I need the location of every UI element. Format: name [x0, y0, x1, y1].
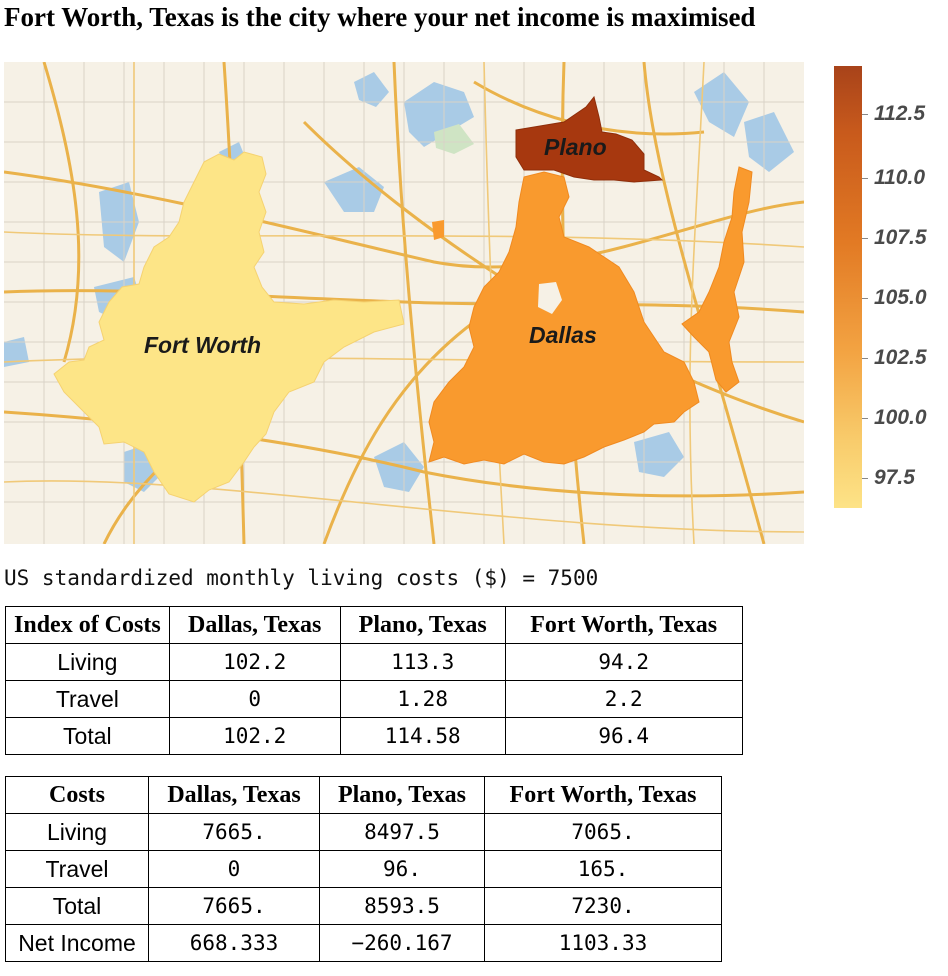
table-cell: −260.167 — [319, 924, 485, 962]
dallas-east-region — [681, 166, 753, 393]
row-label: Net Income — [5, 924, 149, 962]
column-header: Index of Costs — [5, 606, 170, 644]
table-cell: 7230. — [484, 887, 722, 925]
legend-tick — [862, 418, 868, 419]
dallas-lake — [538, 282, 562, 314]
table-cell: 8593.5 — [319, 887, 485, 925]
table-row: Living 102.2 113.3 94.2 — [5, 643, 743, 681]
table-cell: 102.2 — [168, 717, 341, 755]
dallas-region — [428, 171, 700, 465]
dallas-exclave — [432, 220, 444, 240]
plano-region — [515, 95, 664, 183]
table-cell: 7665. — [148, 887, 320, 925]
table-cell: 2.2 — [504, 680, 743, 718]
legend-tick — [862, 358, 868, 359]
map[interactable]: Fort Worth Dallas Plano — [4, 62, 804, 544]
column-header: Fort Worth, Texas — [504, 606, 743, 644]
legend-label: 102.5 — [874, 346, 927, 369]
table-header-row: Index of Costs Dallas, Texas Plano, Texa… — [5, 606, 743, 644]
column-header: Dallas, Texas — [168, 606, 341, 644]
legend-tick — [862, 298, 868, 299]
legend-label: 110.0 — [874, 166, 925, 189]
table-cell: 1103.33 — [484, 924, 722, 962]
color-legend: 112.5 110.0 107.5 105.0 102.5 100.0 97.5 — [834, 66, 944, 510]
table-cell: 102.2 — [168, 643, 341, 681]
table-cell: 0 — [148, 850, 320, 888]
legend-label: 112.5 — [874, 102, 925, 125]
column-header: Dallas, Texas — [148, 776, 320, 814]
column-header: Costs — [5, 776, 149, 814]
page-title: Fort Worth, Texas is the city where your… — [4, 2, 756, 32]
table-row: Total 7665. 8593.5 7230. — [5, 887, 722, 925]
table-cell: 7665. — [148, 813, 320, 851]
row-label: Living — [5, 813, 149, 851]
table-cell: 668.333 — [148, 924, 320, 962]
table-cell: 1.28 — [339, 680, 506, 718]
table-header-row: Costs Dallas, Texas Plano, Texas Fort Wo… — [5, 776, 722, 814]
map-canvas: Fort Worth Dallas Plano — [4, 62, 804, 544]
row-label: Travel — [5, 850, 149, 888]
table-cell: 8497.5 — [319, 813, 485, 851]
row-label: Total — [5, 717, 170, 755]
index-of-costs-table: Index of Costs Dallas, Texas Plano, Texa… — [5, 606, 743, 755]
table-row: Net Income 668.333 −260.167 1103.33 — [5, 924, 722, 962]
costs-table: Costs Dallas, Texas Plano, Texas Fort Wo… — [5, 776, 722, 962]
legend-tick — [862, 238, 868, 239]
fort-worth-region — [53, 151, 405, 503]
table-cell: 0 — [168, 680, 341, 718]
legend-label: 105.0 — [874, 286, 927, 309]
legend-label: 107.5 — [874, 226, 927, 249]
row-label: Travel — [5, 680, 170, 718]
table-row: Travel 0 1.28 2.2 — [5, 680, 743, 718]
legend-tick — [862, 114, 868, 115]
city-label-plano: Plano — [544, 134, 607, 160]
table-row: Travel 0 96. 165. — [5, 850, 722, 888]
city-label-fort-worth: Fort Worth — [144, 332, 261, 358]
legend-tick — [862, 478, 868, 479]
table-cell: 96. — [319, 850, 485, 888]
column-header: Fort Worth, Texas — [484, 776, 722, 814]
table-row: Living 7665. 8497.5 7065. — [5, 813, 722, 851]
legend-label: 97.5 — [874, 466, 915, 489]
row-label: Living — [5, 643, 170, 681]
row-label: Total — [5, 887, 149, 925]
table-cell: 94.2 — [504, 643, 743, 681]
living-costs-note: US standardized monthly living costs ($)… — [4, 566, 599, 590]
table-cell: 113.3 — [339, 643, 506, 681]
legend-gradient-bar — [834, 66, 862, 508]
city-label-dallas: Dallas — [529, 322, 597, 348]
table-cell: 114.58 — [339, 717, 506, 755]
table-cell: 7065. — [484, 813, 722, 851]
legend-tick — [862, 178, 868, 179]
column-header: Plano, Texas — [319, 776, 485, 814]
table-cell: 165. — [484, 850, 722, 888]
table-row: Total 102.2 114.58 96.4 — [5, 717, 743, 755]
column-header: Plano, Texas — [339, 606, 506, 644]
table-cell: 96.4 — [504, 717, 743, 755]
legend-label: 100.0 — [874, 406, 927, 429]
